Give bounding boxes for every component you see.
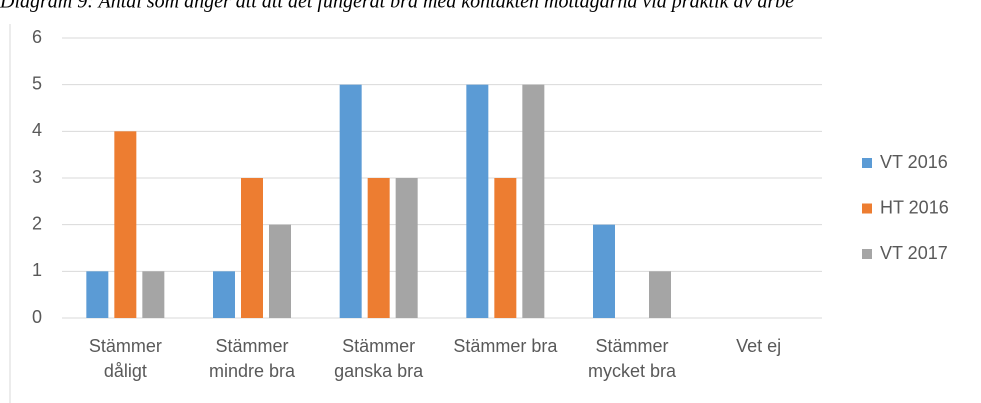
legend-label: VT 2017 — [880, 243, 948, 263]
chart-title: Diagram 9: Antal som anger att att det f… — [0, 0, 794, 13]
bar — [466, 84, 489, 319]
y-tick-label: 3 — [32, 167, 42, 187]
y-tick-label: 2 — [32, 213, 42, 233]
bar — [339, 84, 362, 319]
bar — [367, 178, 390, 318]
x-tick-label: Stämmer bra — [453, 336, 558, 356]
y-tick-label: 4 — [32, 120, 42, 140]
bar — [269, 224, 291, 318]
bar — [86, 271, 109, 318]
bar — [395, 178, 418, 318]
y-tick-label: 1 — [32, 260, 42, 280]
bar — [114, 131, 137, 318]
legend-swatch — [862, 249, 872, 259]
x-tick-label: Stämmer mycket bra — [587, 336, 677, 381]
y-tick-label: 6 — [32, 27, 42, 47]
x-tick-label: Stämmer mindre bra — [208, 336, 296, 381]
y-tick-label: 0 — [32, 307, 42, 327]
bar — [241, 178, 263, 318]
bar — [593, 224, 615, 318]
bar — [649, 271, 671, 318]
x-tick-label: Stämmer ganska bra — [334, 336, 424, 381]
bar — [142, 271, 165, 318]
x-tick-label: Vet ej — [736, 336, 782, 356]
bar — [522, 84, 545, 319]
x-tick-label: Stämmer dåligt — [88, 336, 162, 381]
legend-label: HT 2016 — [880, 197, 949, 217]
legend-swatch — [862, 158, 872, 168]
y-tick-label: 5 — [32, 73, 42, 93]
bar — [494, 178, 517, 318]
legend-label: VT 2016 — [880, 152, 948, 172]
bar — [213, 271, 235, 318]
legend-swatch — [862, 203, 872, 214]
